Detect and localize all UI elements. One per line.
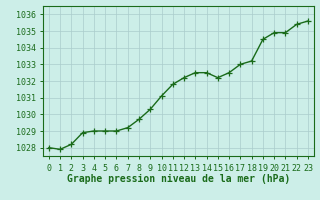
X-axis label: Graphe pression niveau de la mer (hPa): Graphe pression niveau de la mer (hPa) [67, 174, 290, 184]
